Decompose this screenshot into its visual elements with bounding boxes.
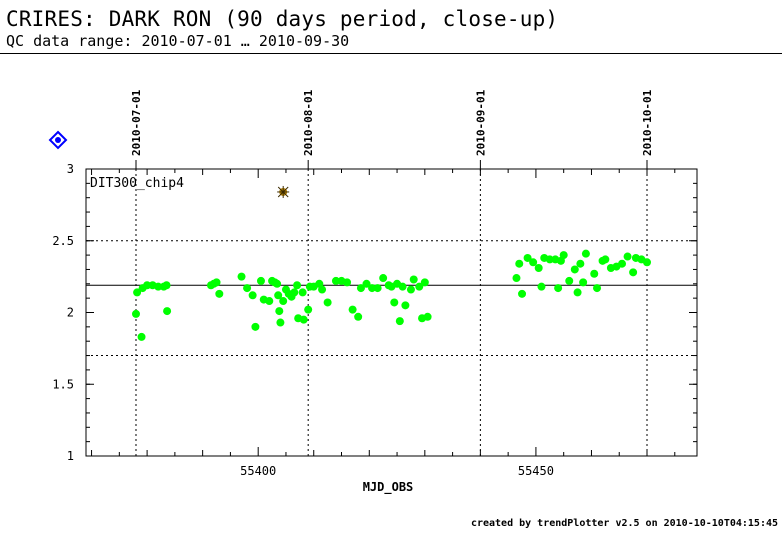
- y-tick-label: 3: [67, 162, 74, 176]
- data-point: [390, 298, 399, 307]
- data-point: [523, 253, 532, 262]
- info-diamond-icon[interactable]: [48, 130, 68, 150]
- data-point: [401, 301, 410, 310]
- data-point: [409, 275, 418, 284]
- data-point: [629, 268, 638, 277]
- data-point: [420, 278, 429, 287]
- y-tick-label: 1.5: [52, 377, 74, 391]
- data-point: [601, 255, 610, 264]
- data-point: [298, 288, 307, 297]
- plot-frame: [85, 168, 698, 457]
- y-tick-label: 2.5: [52, 234, 74, 248]
- date-marker-label: 2010-08-01: [302, 89, 315, 156]
- data-point: [529, 258, 538, 267]
- x-tick-label: 55450: [518, 464, 554, 478]
- data-point: [373, 284, 382, 293]
- data-point: [590, 269, 599, 278]
- data-point: [515, 259, 524, 268]
- data-point: [154, 282, 163, 291]
- data-point: [570, 265, 579, 274]
- grid-layer: [135, 160, 648, 456]
- axes: 2010-07-01 2010-08-01 2010-09-01 2010-10-01…: [52, 89, 698, 478]
- header-divider: [0, 53, 782, 54]
- date-marker-label: 2010-10-01: [641, 89, 654, 156]
- data-point: [162, 281, 171, 290]
- data-point: [137, 332, 146, 341]
- page-title: CRIRES: DARK RON (90 days period, close-…: [6, 7, 559, 31]
- data-point: [348, 305, 357, 314]
- data-point: [276, 318, 285, 327]
- data-point: [623, 252, 632, 261]
- data-point: [323, 298, 332, 307]
- data-point: [512, 274, 521, 283]
- data-point: [406, 285, 415, 294]
- data-point: [243, 284, 252, 293]
- data-point: [248, 291, 257, 300]
- data-point: [356, 284, 365, 293]
- data-point: [163, 307, 172, 316]
- data-point: [299, 315, 308, 324]
- data-point: [274, 291, 283, 300]
- date-marker-label: 2010-07-01: [130, 89, 143, 156]
- data-point: [518, 289, 527, 298]
- data-point: [279, 297, 288, 306]
- data-point: [131, 309, 140, 318]
- data-point: [275, 307, 284, 316]
- page-subtitle: QC data range: 2010-07-01 … 2010-09-30: [6, 32, 350, 50]
- panel-label: DIT300_chip4: [90, 176, 184, 191]
- data-point: [618, 259, 627, 268]
- data-point: [143, 281, 152, 290]
- data-point: [554, 284, 563, 293]
- data-point: [293, 281, 302, 290]
- data-point: [273, 279, 282, 288]
- data-point: [215, 289, 224, 298]
- data-point: [581, 249, 590, 258]
- data-point: [318, 285, 327, 294]
- data-point: [545, 255, 554, 264]
- data-point: [237, 272, 246, 281]
- data-point: [573, 288, 582, 297]
- data-point: [576, 259, 585, 268]
- data-point: [643, 258, 652, 267]
- y-tick-label: 1: [67, 449, 74, 463]
- data-point: [395, 317, 404, 326]
- data-point: [415, 282, 424, 291]
- data-points: [131, 185, 652, 341]
- data-point: [579, 278, 588, 287]
- data-point: [565, 276, 574, 285]
- data-point: [343, 278, 352, 287]
- data-point: [423, 312, 432, 321]
- date-marker-label: 2010-09-01: [474, 89, 487, 156]
- y-tick-label: 2: [67, 306, 74, 320]
- data-point: [593, 284, 602, 293]
- data-point: [537, 282, 546, 291]
- data-point: [212, 278, 221, 287]
- footer-credit: created by trendPlotter v2.5 on 2010-10-…: [470, 518, 778, 529]
- x-axis-title: MJD_OBS: [363, 480, 414, 495]
- outlier-point: [277, 185, 290, 198]
- data-point: [368, 284, 377, 293]
- data-point: [251, 322, 260, 331]
- data-point: [398, 282, 407, 291]
- data-point: [331, 276, 340, 285]
- data-point: [256, 276, 265, 285]
- x-tick-label: 55400: [240, 464, 276, 478]
- data-point: [354, 312, 363, 321]
- data-point: [304, 305, 313, 314]
- data-point: [362, 279, 371, 288]
- data-point: [290, 288, 299, 297]
- data-point: [379, 274, 388, 283]
- data-point: [133, 288, 142, 297]
- data-point: [265, 297, 274, 306]
- data-point: [534, 264, 543, 273]
- data-point: [559, 251, 568, 260]
